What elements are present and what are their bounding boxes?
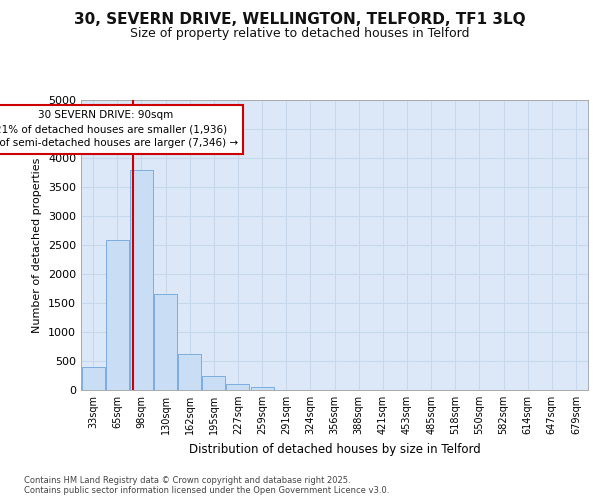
Bar [178,354,201,390]
Bar [82,367,104,390]
Text: Contains HM Land Registry data © Crown copyright and database right 2025.
Contai: Contains HM Land Registry data © Crown c… [24,476,389,495]
Text: 30, SEVERN DRIVE, WELLINGTON, TELFORD, TF1 3LQ: 30, SEVERN DRIVE, WELLINGTON, TELFORD, T… [74,12,526,28]
Text: Size of property relative to detached houses in Telford: Size of property relative to detached ho… [130,28,470,40]
Bar [106,240,128,390]
Bar [251,387,274,390]
Y-axis label: Number of detached properties: Number of detached properties [32,158,43,332]
Bar [226,384,250,390]
Bar [202,376,225,390]
Bar [154,294,177,390]
Text: 30 SEVERN DRIVE: 90sqm
← 21% of detached houses are smaller (1,936)
79% of semi-: 30 SEVERN DRIVE: 90sqm ← 21% of detached… [0,110,238,148]
X-axis label: Distribution of detached houses by size in Telford: Distribution of detached houses by size … [188,442,481,456]
Bar [130,170,153,390]
